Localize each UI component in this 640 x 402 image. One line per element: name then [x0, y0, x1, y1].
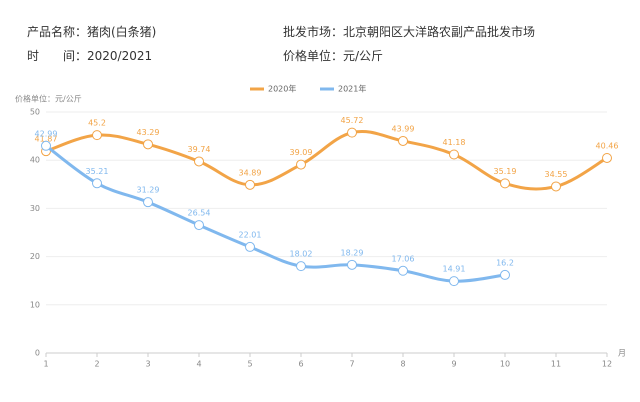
market: 批发市场：北京朝阳区大洋路农副产品批发市场: [283, 25, 536, 39]
x-tick-label: 4: [196, 360, 201, 369]
x-tick-label: 9: [451, 360, 456, 369]
data-label: 31.29: [137, 186, 160, 195]
point: [449, 276, 459, 287]
x-tick-label: 6: [298, 360, 303, 369]
legend-label: 2021年: [338, 84, 366, 94]
point: [296, 159, 306, 170]
x-tick-label: 12: [602, 360, 612, 369]
y-tick-label: 10: [30, 300, 40, 309]
data-label: 34.55: [545, 170, 568, 179]
data-label: 26.54: [188, 209, 211, 218]
point: [449, 149, 459, 160]
y-tick-label: 0: [35, 349, 40, 358]
data-label: 17.06: [392, 254, 415, 263]
x-tick-label: 8: [400, 360, 405, 369]
point: [143, 139, 153, 150]
point: [602, 152, 612, 163]
legend-label: 2020年: [268, 84, 296, 94]
y-axis-label: 价格单位：元/公斤: [15, 94, 82, 104]
data-label: 43.29: [137, 128, 160, 137]
unit: 价格单位：元/公斤: [283, 49, 384, 63]
data-label: 41.18: [443, 138, 466, 147]
y-tick-label: 40: [30, 156, 40, 165]
point: [194, 220, 204, 231]
x-axis-label: 月: [618, 349, 626, 358]
data-label: 39.74: [188, 145, 211, 154]
point: [194, 156, 204, 167]
point: [347, 127, 357, 138]
point: [500, 269, 510, 280]
data-label: 42.99: [35, 129, 58, 138]
point: [500, 178, 510, 189]
point: [398, 135, 408, 146]
point: [245, 179, 255, 190]
x-tick-label: 2: [94, 360, 99, 369]
series-line: [45, 144, 506, 283]
data-label: 43.99: [392, 124, 415, 133]
data-label: 14.91: [443, 265, 466, 274]
x-tick-label: 10: [500, 360, 510, 369]
period: 时 间：2020/2021: [27, 49, 153, 63]
point: [92, 178, 102, 189]
point: [41, 140, 51, 151]
point: [245, 241, 255, 252]
x-tick-label: 3: [145, 360, 150, 369]
x-tick-label: 7: [349, 360, 354, 369]
product: 产品名称：猪肉(白条猪): [27, 25, 157, 39]
data-label: 34.89: [239, 168, 262, 177]
data-label: 45.72: [341, 116, 364, 125]
data-label: 35.21: [86, 167, 109, 176]
point: [347, 259, 357, 270]
data-label: 41.87: [35, 135, 58, 144]
point: [296, 261, 306, 272]
data-label: 40.46: [596, 141, 619, 150]
point: [551, 181, 561, 192]
data-label: 22.01: [239, 230, 262, 239]
x-tick-label: 1: [43, 360, 48, 369]
y-tick-label: 30: [30, 204, 40, 213]
point: [398, 265, 408, 276]
point: [92, 130, 102, 141]
data-label: 18.02: [290, 250, 313, 259]
data-label: 39.09: [290, 148, 313, 157]
y-tick-label: 20: [30, 252, 40, 261]
x-tick-label: 5: [247, 360, 252, 369]
x-tick-label: 11: [551, 360, 561, 369]
data-label: 18.29: [341, 248, 364, 257]
data-label: 45.2: [88, 119, 106, 128]
y-tick-label: 50: [30, 108, 40, 117]
data-label: 16.2: [496, 258, 514, 267]
data-label: 35.19: [494, 167, 517, 176]
point: [143, 197, 153, 208]
